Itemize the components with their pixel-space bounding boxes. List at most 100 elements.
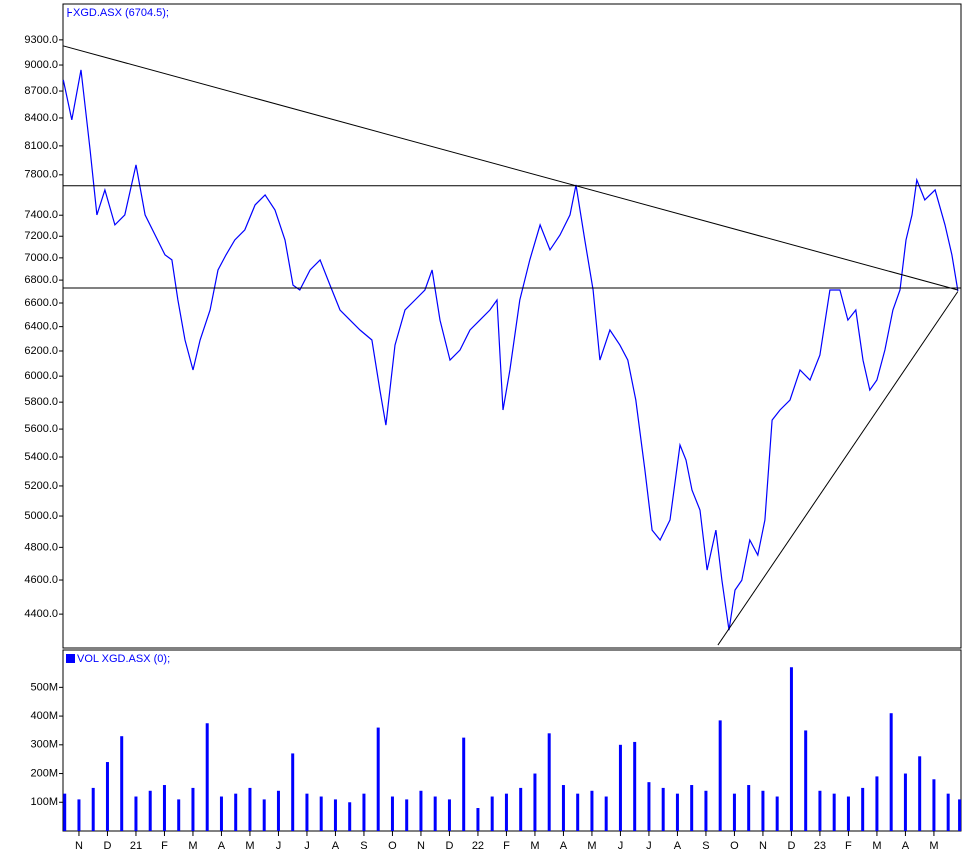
y-tick-label: 400M <box>30 710 58 722</box>
volume-bar <box>248 787 252 831</box>
trend-line <box>717 291 959 646</box>
volume-bar <box>958 799 962 831</box>
volume-bar <box>219 796 223 831</box>
volume-icon <box>66 654 75 663</box>
volume-bar <box>120 736 124 831</box>
volume-bar <box>63 793 67 831</box>
x-tick-label: O <box>388 840 397 852</box>
y-tick-label: 6600.0 <box>24 297 58 309</box>
y-tick-label: 8400.0 <box>24 112 58 124</box>
volume-bar <box>305 793 309 831</box>
y-tick-label: 7000.0 <box>24 252 58 264</box>
volume-bar <box>661 787 665 831</box>
volume-bar <box>519 787 523 831</box>
trend-line <box>62 45 958 291</box>
price-icon <box>67 8 72 17</box>
y-tick-label: 6200.0 <box>24 345 58 357</box>
volume-bar <box>747 785 751 831</box>
volume-bar <box>732 793 736 831</box>
volume-bar <box>875 776 879 831</box>
x-tick-label: S <box>360 840 367 852</box>
y-tick-label: 5400.0 <box>24 451 58 463</box>
volume-bar <box>618 744 622 831</box>
volume-title: VOL XGD.ASX (0); <box>77 653 170 665</box>
y-tick-label: 7400.0 <box>24 209 58 221</box>
x-tick-label: M <box>929 840 938 852</box>
volume-bar <box>718 720 722 831</box>
volume-bar <box>675 793 679 831</box>
volume-bar <box>590 790 594 831</box>
x-tick-label: F <box>845 840 852 852</box>
y-tick-label: 9000.0 <box>24 59 58 71</box>
x-tick-label: N <box>759 840 767 852</box>
x-tick-label: M <box>530 840 539 852</box>
volume-bar <box>775 796 779 831</box>
volume-bar <box>504 793 508 831</box>
y-tick-label: 5200.0 <box>24 480 58 492</box>
volume-bar <box>362 793 366 831</box>
x-tick-label: A <box>218 840 226 852</box>
y-tick-label: 6400.0 <box>24 321 58 333</box>
x-tick-label: M <box>188 840 197 852</box>
volume-bar <box>704 790 708 831</box>
x-tick-label: J <box>304 840 310 852</box>
y-tick-label: 100M <box>30 796 58 808</box>
y-tick-label: 7800.0 <box>24 169 58 181</box>
x-tick-label: 22 <box>472 840 484 852</box>
y-tick-label: 5800.0 <box>24 396 58 408</box>
x-tick-label: A <box>332 840 340 852</box>
x-tick-label: A <box>560 840 568 852</box>
volume-panel <box>62 649 962 832</box>
volume-bar <box>633 741 637 831</box>
volume-bar <box>433 796 437 831</box>
volume-bar <box>319 796 323 831</box>
volume-bar <box>804 730 808 831</box>
volume-bar <box>647 782 651 831</box>
volume-bar <box>162 785 166 831</box>
x-tick-label: J <box>276 840 282 852</box>
y-tick-label: 6000.0 <box>24 370 58 382</box>
volume-bar <box>234 793 238 831</box>
x-tick-label: F <box>161 840 168 852</box>
volume-bar <box>148 790 152 831</box>
y-tick-label: 5600.0 <box>24 423 58 435</box>
volume-bar <box>105 762 109 831</box>
x-tick-label: N <box>417 840 425 852</box>
volume-bar <box>205 723 209 831</box>
volume-bar <box>533 773 537 831</box>
volume-bar <box>333 799 337 831</box>
x-tick-label: D <box>787 840 795 852</box>
x-tick-label: M <box>245 840 254 852</box>
x-tick-label: D <box>445 840 453 852</box>
x-tick-label: J <box>618 840 624 852</box>
x-tick-label: 21 <box>130 840 142 852</box>
y-tick-label: 7200.0 <box>24 230 58 242</box>
volume-bar <box>761 790 765 831</box>
volume-bar <box>832 793 836 831</box>
volume-bar <box>604 796 608 831</box>
volume-bar <box>576 793 580 831</box>
volume-bar <box>946 793 950 831</box>
volume-bar <box>262 799 266 831</box>
volume-bar <box>561 785 565 831</box>
y-tick-label: 200M <box>30 767 58 779</box>
volume-bar <box>846 796 850 831</box>
y-tick-label: 8100.0 <box>24 140 58 152</box>
volume-bar <box>889 713 893 831</box>
y-tick-label: 4800.0 <box>24 541 58 553</box>
volume-bar <box>77 799 81 831</box>
x-tick-label: A <box>674 840 682 852</box>
volume-bar <box>462 737 466 831</box>
y-tick-label: 6800.0 <box>24 274 58 286</box>
volume-bar <box>177 799 181 831</box>
volume-bar <box>447 799 451 831</box>
volume-bar <box>191 787 195 831</box>
y-tick-label: 4400.0 <box>24 608 58 620</box>
volume-bar <box>419 790 423 831</box>
y-tick-label: 4600.0 <box>24 574 58 586</box>
x-tick-label: D <box>103 840 111 852</box>
x-tick-label: N <box>75 840 83 852</box>
volume-bar <box>348 802 352 831</box>
